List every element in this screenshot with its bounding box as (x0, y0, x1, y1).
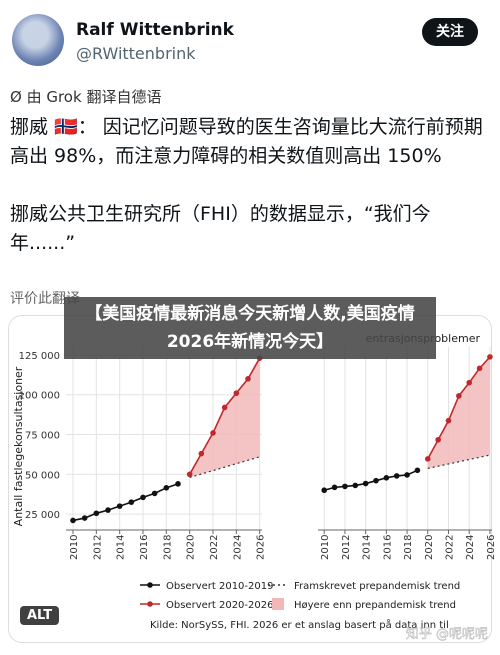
data-point (245, 376, 251, 382)
x-tick-label: 2026 (486, 535, 497, 560)
rate-translation[interactable]: 评价此翻译 (10, 291, 80, 307)
data-point (342, 483, 348, 490)
x-tick-label: 2024 (465, 535, 476, 560)
paragraph: 挪威 🇳🇴： 因记忆问题导致的医生咨询量比大流行前预期高出 98%，而注意力障碍… (10, 116, 483, 167)
x-tick-label: 2024 (232, 535, 243, 560)
y-tick-label: 75 000 (25, 431, 60, 442)
data-point (414, 467, 421, 474)
avatar[interactable] (12, 14, 64, 66)
legend-swatch (147, 601, 153, 607)
follow-button[interactable]: 关注 (422, 18, 478, 46)
y-tick-label: 25 000 (25, 510, 60, 521)
x-tick-label: 2016 (139, 535, 150, 560)
y-tick-label: 50 000 (25, 470, 60, 481)
data-point (81, 515, 88, 521)
x-tick-label: 2018 (403, 535, 414, 560)
data-point (163, 485, 170, 491)
x-tick-label: 2022 (445, 535, 456, 560)
y-tick-label: 100 000 (19, 391, 60, 402)
legend-label: Observert 2010-2019 (166, 581, 273, 592)
x-tick-label: 2010 (320, 535, 331, 560)
user-handle[interactable]: @RWittenbrink (76, 44, 196, 63)
series-line (72, 483, 179, 522)
data-point (186, 471, 193, 478)
x-tick-label: 2026 (256, 535, 267, 560)
data-point (352, 482, 359, 489)
data-point (466, 379, 473, 386)
y-tick-label: 125 000 (19, 351, 60, 362)
data-point (128, 499, 135, 505)
data-point (210, 430, 216, 436)
data-point (321, 487, 328, 494)
x-tick-label: 2016 (382, 535, 393, 560)
x-tick-label: 2012 (92, 535, 103, 560)
user-name[interactable]: Ralf Wittenbrink (76, 20, 234, 40)
overlay-title: 【美国疫情最新消息今天新增人数,美国疫情2026年新情况今天】 (64, 297, 436, 359)
legend-label: Framskrevet prepandemisk trend (294, 581, 460, 592)
legend-swatch (147, 582, 153, 588)
data-point (331, 484, 338, 491)
x-tick-label: 2012 (341, 535, 352, 560)
data-point (393, 473, 400, 479)
data-point (487, 354, 493, 360)
series-line (189, 456, 260, 479)
x-tick-label: 2018 (162, 535, 173, 560)
source-note: Kilde: NorSySS, FHI. 2026 er et anslag b… (150, 618, 449, 631)
watermark: 知乎 @呢呢呢 (406, 626, 488, 642)
data-point (383, 475, 390, 481)
x-tick-label: 2020 (424, 535, 435, 560)
legend-swatch (272, 598, 284, 610)
shaded-area (427, 356, 490, 469)
data-point (116, 503, 123, 509)
data-point (140, 494, 146, 501)
y-axis-label: Antall fastlegekonsultasjoner (12, 366, 25, 526)
data-point (362, 480, 369, 487)
x-tick-label: 2022 (209, 535, 220, 560)
x-tick-label: 2014 (362, 535, 373, 560)
post-text: 挪威 🇳🇴： 因记忆问题导致的医生咨询量比大流行前预期高出 98%，而注意力障碍… (10, 113, 490, 287)
translation-text: 由 Grok 翻译自德语 (26, 88, 162, 106)
x-tick-label: 2020 (186, 535, 197, 560)
data-point (456, 393, 462, 399)
data-point (424, 456, 431, 462)
data-point (476, 365, 483, 372)
shaded-area (189, 358, 260, 478)
data-point (435, 436, 441, 443)
paragraph: 挪威公共卫生研究所（FHI）的数据显示，“我们今年......” (10, 203, 431, 254)
data-point (70, 517, 76, 524)
data-point (105, 507, 111, 513)
data-point (373, 477, 379, 484)
data-point (175, 481, 181, 487)
data-point (151, 490, 158, 497)
data-point (404, 472, 410, 478)
x-tick-label: 2014 (116, 535, 127, 560)
data-point (198, 450, 205, 457)
series-line (324, 469, 418, 491)
data-point (93, 510, 100, 517)
alt-badge[interactable]: ALT (20, 606, 60, 625)
legend-label: Observert 2020-2026 (166, 600, 273, 611)
data-point (445, 417, 452, 424)
series-line (427, 454, 491, 470)
translation-note: Ø 由 Grok 翻译自德语 (10, 88, 162, 106)
x-tick-label: 2010 (69, 535, 80, 560)
data-point (233, 390, 240, 396)
data-point (221, 404, 228, 411)
legend-label: Høyere enn prepandemisk trend (294, 600, 456, 611)
